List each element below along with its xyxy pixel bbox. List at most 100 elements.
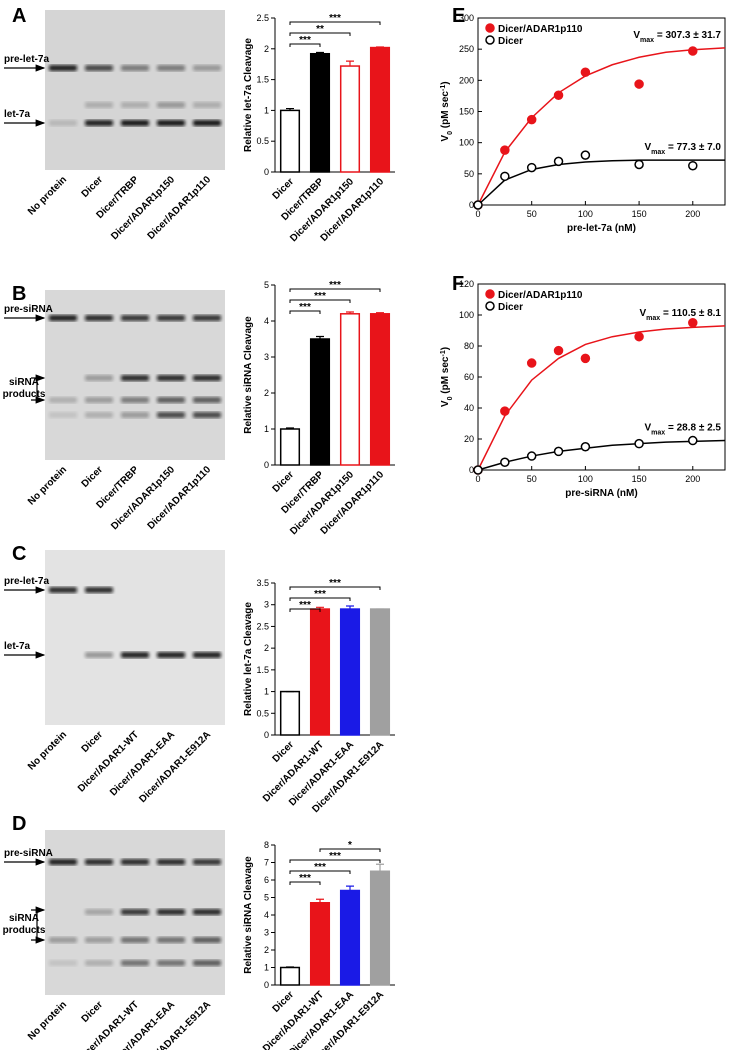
gel-band [49,937,77,943]
data-point [473,465,483,475]
data-point [526,358,537,368]
gel-band [157,859,185,865]
error-bar [346,885,354,891]
x-tick-label: 100 [578,474,593,484]
legend-marker [485,23,495,33]
y-tick-label: 100 [459,310,474,320]
error-bar [316,335,324,339]
fit-curve [477,325,726,471]
text-part: = 110.5 ± 8.1 [660,308,721,319]
data-point [580,353,591,364]
error-bar [286,427,294,429]
y-tick-label: 7 [264,858,269,868]
text-part: V [440,135,451,142]
text-part: ) [440,347,451,350]
data-point [500,457,510,467]
data-point [634,79,644,89]
y-tick-label: 1 [264,105,269,115]
y-tick-label: 4 [264,910,269,920]
error-bar [346,311,354,314]
gel-band [85,587,113,593]
significance-line [289,310,321,314]
gel-band [85,397,113,403]
y-tick-label: 3.5 [256,578,269,588]
y-tick-label: 2 [264,44,269,54]
gel-band [157,937,185,943]
gel-band [121,909,149,915]
x-axis-label: pre-siRNA (nM) [565,488,637,499]
x-tick-label: 50 [527,209,537,219]
legend-label: Dicer [498,302,523,313]
gel-band [193,397,221,403]
text-part: (pM sec [440,356,451,396]
bar [339,889,361,986]
gel-band [121,397,149,403]
band-label: siRNA [9,913,39,924]
gel-image [45,10,225,170]
x-axis-label: pre-let-7a (nM) [567,223,636,234]
error-bar [316,51,324,54]
y-tick-label: 5 [264,893,269,903]
text-part: V [440,400,451,407]
gel-band [121,960,149,966]
significance-line [289,608,321,612]
significance-label: *** [299,873,311,884]
data-point [580,442,591,452]
x-tick-label: Dicer [271,739,297,765]
gel-band [49,65,77,71]
panel-label: A [12,5,26,27]
x-tick-label: 150 [632,209,647,219]
gel-band [85,652,113,658]
y-tick-label: 0 [264,167,269,177]
bar [369,46,391,173]
gel-band [121,937,149,943]
lane-label: Dicer [80,174,106,200]
gel-band [193,859,221,865]
legend-label: Dicer/ADAR1p110 [498,290,583,301]
data-point [634,438,644,449]
y-axis-label: Relative siRNA Cleavage [243,856,254,974]
y-tick-label: 4 [264,316,269,326]
band-label: let-7a [4,109,31,120]
gel-band [193,120,221,126]
lane-label: Dicer [80,464,106,490]
bracket [31,909,38,941]
text-part: = 307.3 ± 31.7 [654,30,721,41]
text-part: max [651,429,665,436]
gel-band [121,859,149,865]
significance-label: *** [299,35,311,46]
gel-band [121,375,149,381]
significance-line [289,881,321,885]
gel-band [85,960,113,966]
gel-band [49,960,77,966]
bar [309,338,331,466]
x-tick-label: Dicer [271,176,297,202]
gel-band [121,412,149,418]
significance-label: *** [314,862,326,873]
data-point [580,150,591,160]
text-part: 0 [447,396,454,400]
gel-band [85,412,113,418]
significance-label: *** [329,13,341,24]
data-point [688,435,698,446]
error-bar [316,898,324,903]
gel-band [193,412,221,418]
band-label: let-7a [4,641,31,652]
text-part: V [633,30,640,41]
gel-band [85,937,113,943]
lane-label: No protein [26,729,69,772]
gel-band [49,412,77,418]
error-bar [346,60,354,67]
gel-band [49,587,77,593]
significance-label: *** [314,589,326,600]
band-label: products [3,925,46,936]
error-bar [286,107,294,111]
y-tick-label: 2.5 [256,13,269,23]
lane-label: Dicer/ADAR1-EAA [108,729,177,798]
significance-label: *** [299,302,311,313]
lane-label: Dicer/ADAR1-E912A [137,729,213,805]
x-tick-label: 200 [685,474,700,484]
x-tick-label: Dicer [271,469,297,495]
text-part: (pM sec [440,91,451,131]
text-part: 0 [447,131,454,135]
